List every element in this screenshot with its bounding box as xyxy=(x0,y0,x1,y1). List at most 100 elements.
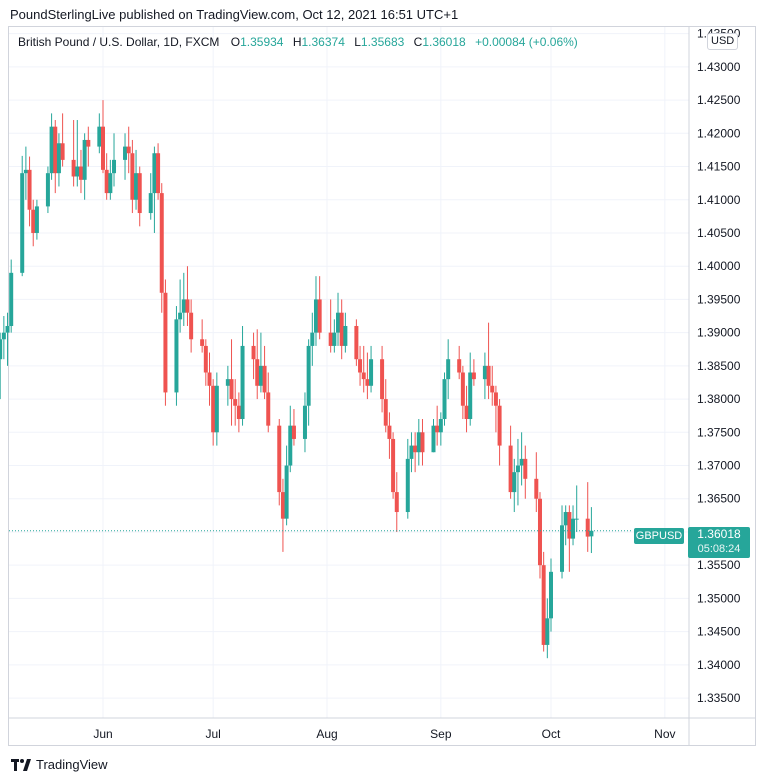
candle-body[interactable] xyxy=(185,299,190,313)
candle-body[interactable] xyxy=(435,425,440,433)
candle-body[interactable] xyxy=(137,173,142,214)
candle-body[interactable] xyxy=(365,379,370,386)
candle-body[interactable] xyxy=(101,126,105,170)
candle-body[interactable] xyxy=(438,419,443,433)
candle-body[interactable] xyxy=(34,206,39,233)
candle-body[interactable] xyxy=(464,405,469,420)
candle-body[interactable] xyxy=(482,365,487,380)
currency-badge[interactable]: USD xyxy=(707,33,739,50)
candle-body[interactable] xyxy=(585,518,590,537)
candle-body[interactable] xyxy=(354,325,359,360)
candle-body[interactable] xyxy=(233,399,238,406)
candle-body[interactable] xyxy=(75,166,80,177)
candle-body[interactable] xyxy=(416,432,421,453)
candle-body[interactable] xyxy=(512,472,517,493)
candle-body[interactable] xyxy=(9,272,14,326)
candle-body[interactable] xyxy=(405,458,410,513)
candle-body[interactable] xyxy=(493,392,498,406)
candle-body[interactable] xyxy=(240,345,245,420)
candle-body[interactable] xyxy=(56,143,61,174)
candle-body[interactable] xyxy=(78,166,83,180)
candle-body[interactable] xyxy=(152,153,157,194)
candle-body[interactable] xyxy=(0,339,3,360)
candle-body[interactable] xyxy=(225,379,230,386)
candle-body[interactable] xyxy=(549,571,553,619)
candle-body[interactable] xyxy=(369,359,374,386)
candle-body[interactable] xyxy=(358,359,363,373)
candle-body[interactable] xyxy=(214,385,219,433)
candle-body[interactable] xyxy=(302,405,307,439)
candle-body[interactable] xyxy=(291,425,296,439)
candle-body[interactable] xyxy=(82,139,87,180)
candle-body[interactable] xyxy=(53,126,58,174)
candle-body[interactable] xyxy=(178,312,183,320)
candle-body[interactable] xyxy=(446,359,451,380)
candle-body[interactable] xyxy=(420,432,425,453)
candle-body[interactable] xyxy=(490,385,495,393)
candle-body[interactable] xyxy=(471,372,476,380)
candle-body[interactable] xyxy=(200,339,205,346)
candle-body[interactable] xyxy=(45,173,50,207)
candle-body[interactable] xyxy=(174,319,179,393)
candle-body[interactable] xyxy=(519,458,524,466)
symbol-title[interactable]: British Pound / U.S. Dollar, 1D, FXCM xyxy=(18,35,220,49)
candle-body[interactable] xyxy=(515,465,520,473)
footer[interactable]: TradingView xyxy=(11,757,108,772)
candle-body[interactable] xyxy=(537,498,542,566)
candle-body[interactable] xyxy=(460,372,465,406)
candle-body[interactable] xyxy=(413,445,418,453)
candle-body[interactable] xyxy=(181,299,186,313)
candle-body[interactable] xyxy=(280,492,285,519)
candle-body[interactable] xyxy=(541,565,546,645)
candle-body[interactable] xyxy=(523,458,528,479)
candle-body[interactable] xyxy=(159,193,164,293)
candle-body[interactable] xyxy=(508,445,513,493)
candle-body[interactable] xyxy=(534,478,539,499)
candle-body[interactable] xyxy=(60,143,65,160)
candle-body[interactable] xyxy=(148,193,153,214)
candle-body[interactable] xyxy=(391,438,396,493)
candle-body[interactable] xyxy=(207,372,212,386)
candle-body[interactable] xyxy=(126,146,131,154)
candle-body[interactable] xyxy=(288,425,293,466)
candle-body[interactable] xyxy=(134,173,139,200)
candle-body[interactable] xyxy=(108,173,113,194)
candle-body[interactable] xyxy=(163,292,168,393)
candle-body[interactable] xyxy=(497,405,502,446)
candle-body[interactable] xyxy=(211,385,216,433)
candle-body[interactable] xyxy=(156,153,161,194)
candle-body[interactable] xyxy=(97,126,102,147)
candle-body[interactable] xyxy=(409,445,414,459)
footer-brand[interactable]: TradingView xyxy=(36,757,108,772)
candle-body[interactable] xyxy=(571,518,576,539)
candle-body[interactable] xyxy=(431,425,436,453)
candle-body[interactable] xyxy=(229,379,234,400)
candle-body[interactable] xyxy=(380,359,385,400)
candle-body[interactable] xyxy=(23,169,28,174)
candle-body[interactable] xyxy=(313,299,318,333)
candle-body[interactable] xyxy=(104,169,109,194)
candle-body[interactable] xyxy=(251,345,256,360)
candle-body[interactable] xyxy=(317,299,322,333)
candle-body[interactable] xyxy=(332,332,337,346)
candle-body[interactable] xyxy=(86,139,91,147)
candle-body[interactable] xyxy=(130,153,135,200)
candle-body[interactable] xyxy=(589,530,594,537)
candle-body[interactable] xyxy=(387,425,392,439)
candle-body[interactable] xyxy=(306,345,311,406)
candle-body[interactable] xyxy=(71,159,76,177)
candle-body[interactable] xyxy=(262,365,267,393)
candle-body[interactable] xyxy=(310,332,315,346)
candle-body[interactable] xyxy=(468,372,473,420)
candle-body[interactable] xyxy=(394,492,399,513)
candle-body[interactable] xyxy=(20,173,25,273)
candle-body[interactable] xyxy=(560,525,565,572)
candle-body[interactable] xyxy=(457,359,462,373)
candle-body[interactable] xyxy=(486,365,491,386)
candle-body[interactable] xyxy=(336,312,341,333)
candle-body[interactable] xyxy=(266,392,271,426)
candle-body[interactable] xyxy=(31,209,36,233)
candle-body[interactable] xyxy=(383,399,388,426)
candle-body[interactable] xyxy=(563,512,568,526)
